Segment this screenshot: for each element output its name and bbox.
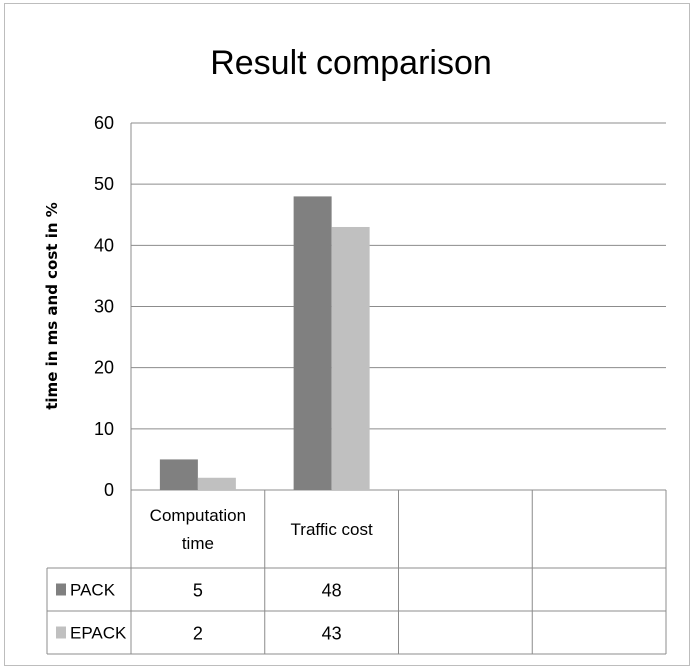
data-table: Computation time Traffic cost PACK 5 48 EPACK 2… [46,490,667,655]
chart-title: Result comparison [210,44,492,82]
bar-pack [293,196,332,490]
y-axis-label: time in ms and cost in % [43,202,61,410]
category-label: Computation [150,506,246,525]
y-tick-label: 0 [104,480,114,500]
table-value: 2 [193,624,203,644]
bar-epack [197,477,236,490]
y-tick-label: 40 [94,235,114,255]
legend-key-epack [56,626,66,639]
legend-key-pack [56,583,66,596]
y-tick-labels: 0 10 20 30 40 50 60 [94,113,114,500]
y-tick-label: 50 [94,174,114,194]
category-label: Traffic cost [291,520,373,539]
bar-epack [331,226,370,490]
legend-label: PACK [70,581,116,600]
bar-pack [159,459,198,490]
legend-label: EPACK [70,624,127,643]
bars [159,196,370,490]
y-tick-label: 10 [94,419,114,439]
y-tick-label: 20 [94,358,114,378]
y-tick-label: 60 [94,113,114,133]
y-tick-label: 30 [94,297,114,317]
category-label: time [182,534,214,553]
table-value: 43 [322,624,342,644]
table-value: 5 [193,581,203,601]
table-value: 48 [322,581,342,601]
gridlines [130,122,666,491]
